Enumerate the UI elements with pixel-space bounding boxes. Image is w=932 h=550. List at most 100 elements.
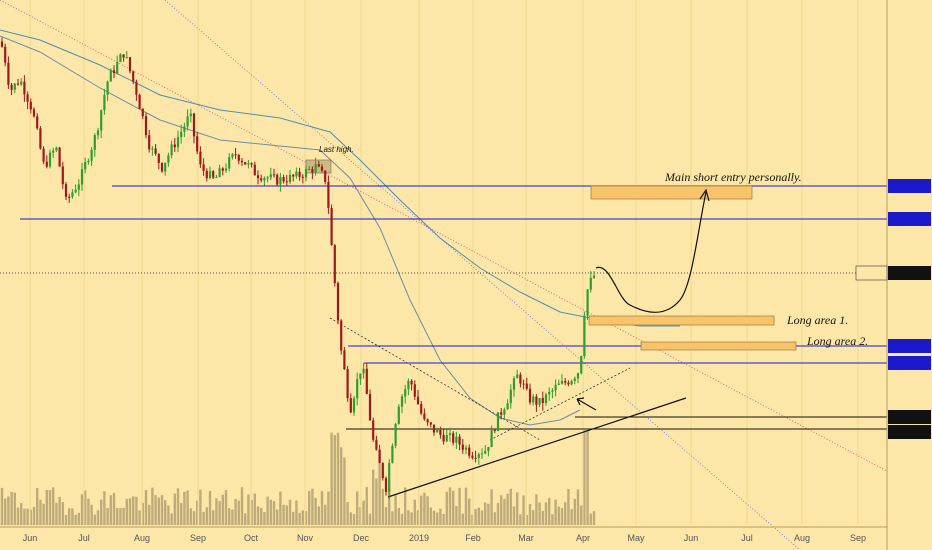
volume-bar bbox=[205, 507, 208, 525]
candle-body bbox=[103, 94, 106, 111]
price-tag-5769.09 bbox=[888, 212, 931, 226]
candle-body bbox=[359, 373, 362, 380]
candle-body bbox=[452, 433, 455, 443]
annotation-long-area-1: Long area 1. bbox=[786, 313, 848, 327]
volume-bar bbox=[391, 511, 394, 525]
candle-body bbox=[269, 174, 272, 178]
candle-body bbox=[298, 171, 301, 177]
candle-body bbox=[573, 378, 576, 381]
candle-body bbox=[464, 447, 468, 450]
volume-bar bbox=[464, 487, 468, 525]
candle-body bbox=[282, 177, 285, 182]
candle-body bbox=[266, 177, 269, 179]
volume-bar bbox=[244, 513, 247, 525]
volume-bar bbox=[16, 507, 20, 525]
volume-bar bbox=[196, 500, 199, 525]
candle-body bbox=[250, 163, 253, 165]
candle-body bbox=[7, 62, 10, 85]
candle-body bbox=[32, 109, 36, 117]
candle-body bbox=[106, 81, 109, 95]
volume-bar bbox=[298, 512, 301, 525]
candle-body bbox=[525, 383, 528, 389]
candle-body bbox=[74, 189, 77, 193]
price-tag-4207.91 bbox=[888, 356, 931, 370]
volume-bar bbox=[541, 510, 544, 525]
volume-bar bbox=[580, 505, 583, 525]
volume-bar bbox=[468, 498, 471, 525]
candle-body bbox=[285, 181, 288, 183]
candle-body bbox=[432, 424, 436, 433]
candle-body bbox=[61, 166, 64, 185]
candle-body bbox=[157, 153, 160, 163]
candle-body bbox=[279, 177, 282, 185]
candle-body bbox=[244, 162, 247, 165]
volume-bar bbox=[29, 509, 32, 525]
candle-body bbox=[327, 181, 330, 209]
volume-bar bbox=[352, 514, 356, 525]
volume-bar bbox=[61, 502, 64, 525]
candle-body bbox=[20, 81, 23, 85]
candle-body bbox=[77, 184, 80, 190]
volume-bar bbox=[349, 512, 352, 525]
volume-bar bbox=[276, 509, 279, 525]
volume-bar bbox=[442, 513, 445, 525]
volume-bar bbox=[548, 497, 551, 525]
candle-body bbox=[260, 178, 263, 181]
volume-bar bbox=[420, 495, 423, 525]
candle-body bbox=[52, 150, 55, 153]
volume-bar bbox=[135, 496, 138, 525]
volume-bar bbox=[144, 490, 148, 525]
candle-body bbox=[208, 171, 212, 179]
candle-body bbox=[138, 94, 141, 109]
volume-bar bbox=[397, 507, 400, 525]
volume-bar bbox=[589, 513, 592, 525]
volume-bar bbox=[20, 503, 23, 525]
candle-body bbox=[506, 403, 509, 410]
candle-body bbox=[26, 94, 29, 102]
candle-body bbox=[471, 455, 474, 458]
volume-bar bbox=[474, 509, 477, 525]
volume-bar bbox=[400, 513, 404, 525]
volume-bar bbox=[269, 499, 272, 525]
candle-body bbox=[170, 144, 173, 156]
candle-body bbox=[532, 396, 535, 403]
candle-body bbox=[448, 433, 452, 436]
candle-body bbox=[42, 148, 45, 162]
volume-bar bbox=[368, 513, 372, 525]
candle-body bbox=[458, 436, 461, 445]
candle-body bbox=[237, 154, 240, 161]
volume-bar bbox=[176, 488, 180, 525]
volume-bar bbox=[381, 488, 384, 525]
candle-body bbox=[420, 404, 423, 414]
candle-body bbox=[164, 162, 167, 172]
volume-bar bbox=[132, 496, 135, 525]
candle-body bbox=[93, 135, 96, 150]
volume-bar bbox=[458, 487, 461, 525]
volume-bar bbox=[263, 512, 266, 525]
volume-bar bbox=[333, 435, 336, 525]
volume-bar bbox=[375, 478, 378, 525]
candle-body bbox=[487, 447, 490, 451]
candle-body bbox=[413, 384, 416, 397]
volume-bar bbox=[96, 510, 100, 525]
volume-bar bbox=[74, 514, 77, 525]
volume-bar bbox=[4, 498, 7, 525]
volume-bar bbox=[42, 503, 45, 525]
volume-bar bbox=[567, 489, 570, 525]
price-tag-5135.45 bbox=[888, 266, 931, 280]
x-tick-label: Jul bbox=[78, 533, 90, 543]
volume-bar bbox=[564, 502, 567, 525]
volume-bar bbox=[167, 505, 170, 525]
volume-bar bbox=[279, 491, 282, 525]
volume-bar bbox=[525, 514, 528, 525]
small-arrow bbox=[576, 397, 597, 411]
candle-body bbox=[263, 178, 266, 181]
volume-bar bbox=[439, 508, 442, 525]
volume-bar bbox=[330, 432, 333, 525]
x-tick-label: Jul bbox=[741, 533, 753, 543]
ma-100-line bbox=[0, 35, 581, 426]
volume-bar bbox=[228, 508, 231, 525]
candle-body bbox=[87, 160, 90, 163]
candle-body bbox=[436, 429, 439, 433]
x-tick-label: Aug bbox=[794, 533, 810, 543]
